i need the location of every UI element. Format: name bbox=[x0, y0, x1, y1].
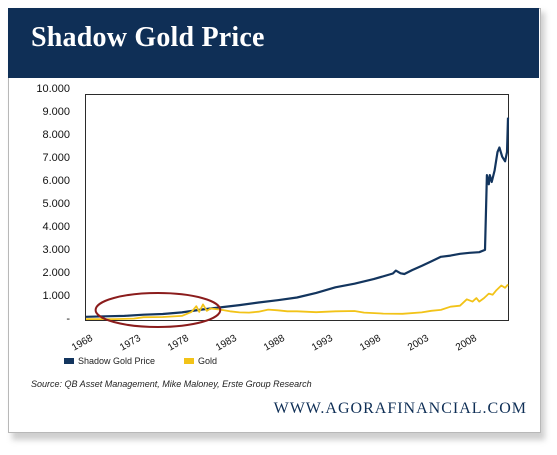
chart-title: Shadow Gold Price bbox=[31, 22, 265, 53]
legend-swatch-gold bbox=[184, 358, 194, 364]
y-tick-label: 5.000 bbox=[42, 198, 70, 210]
y-tick-label: 6.000 bbox=[42, 175, 70, 187]
legend-shadow-gold: Shadow Gold Price bbox=[64, 356, 155, 366]
y-tick-label: 2.000 bbox=[42, 267, 70, 279]
y-tick-label: 9.000 bbox=[42, 106, 70, 118]
series-line-gold bbox=[86, 283, 509, 320]
y-tick-label: 10.000 bbox=[36, 83, 70, 95]
series-line-shadow-gold bbox=[85, 117, 510, 318]
footer-url: WWW.AGORAFINANCIAL.COM bbox=[273, 400, 527, 417]
y-tick-label: 1.000 bbox=[42, 290, 70, 302]
title-banner bbox=[8, 8, 539, 78]
source-note: Source: QB Asset Management, Mike Malone… bbox=[31, 379, 312, 389]
chart-card bbox=[8, 8, 541, 433]
legend-label-shadow-gold: Shadow Gold Price bbox=[78, 356, 156, 366]
y-tick-label: 3.000 bbox=[42, 244, 70, 256]
y-tick-label: - bbox=[66, 313, 70, 325]
plot-area bbox=[85, 94, 509, 321]
y-tick-label: 7.000 bbox=[42, 152, 70, 164]
y-tick-label: 4.000 bbox=[42, 221, 70, 233]
legend-gold: Gold bbox=[184, 356, 217, 366]
highlight-ellipse bbox=[94, 292, 222, 328]
y-tick-label: 8.000 bbox=[42, 129, 70, 141]
legend-label-gold: Gold bbox=[198, 356, 218, 366]
legend-swatch-shadow-gold bbox=[64, 358, 74, 364]
